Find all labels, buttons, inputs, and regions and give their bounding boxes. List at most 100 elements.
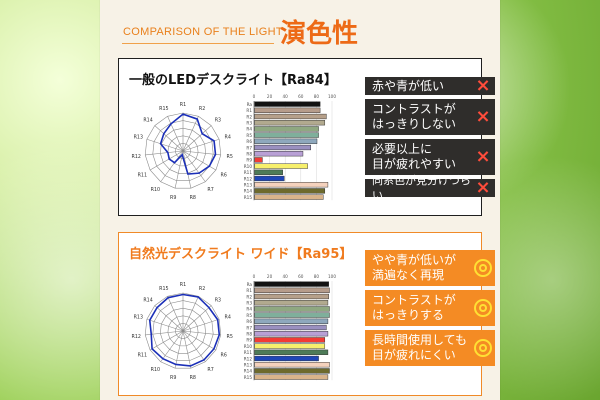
bar-category-label: R13 [244, 183, 253, 188]
bar-tick-label: 80 [314, 94, 320, 99]
bar [254, 368, 330, 374]
bar [254, 188, 326, 194]
bar [254, 300, 329, 306]
feature-text: 同系色が見分けづらい [372, 174, 471, 202]
radar-category-label: R8 [190, 195, 196, 201]
radar-grid-ring [175, 323, 191, 339]
radar-spoke [182, 330, 206, 362]
bar-category-label: R5 [246, 313, 252, 318]
radar-spoke [149, 150, 184, 171]
bar [254, 281, 329, 287]
radar-spoke [174, 150, 184, 189]
bar [254, 349, 329, 355]
feature-text: やや青が低いが 満遍なく再現 [372, 253, 457, 282]
page-title: 演色性 [280, 19, 359, 49]
card-title-standard: 一般のLEDデスクライト【Ra84】 [129, 73, 337, 88]
bar-category-label: R9 [246, 158, 252, 163]
radar-spoke [174, 330, 184, 369]
bar-tick-label: 40 [283, 274, 289, 279]
bar [254, 306, 330, 312]
bar-chart-natural: 0 20 40 60 80 100RaR1R2R3R4R5R6R7R8R9R10R11R1… [244, 274, 336, 381]
radar-category-label: R1 [180, 102, 186, 108]
bar-category-label: R2 [246, 114, 252, 119]
bar-category-label: R11 [244, 350, 253, 355]
radar-spoke [167, 116, 184, 152]
radar-series-line [148, 293, 221, 367]
x-mark-icon: × [475, 75, 491, 96]
radar-spoke [149, 330, 184, 351]
radar-spoke [160, 330, 184, 362]
feature-item-standard-2: コントラストが はっきりしない × [365, 99, 495, 135]
radar-spoke [182, 330, 192, 369]
radar-grid-ring [152, 300, 214, 362]
bar-category-label: Ra [247, 282, 253, 287]
radar-category-label: R15 [159, 106, 168, 112]
radar-grid-ring [152, 120, 214, 182]
radar-category-label: R1 [180, 282, 186, 288]
bar [254, 101, 321, 107]
radar-spoke [182, 296, 199, 332]
bar-category-label: R12 [244, 356, 253, 361]
bar [254, 362, 330, 368]
bar-category-label: R10 [244, 164, 253, 169]
circle-mark-icon [471, 339, 495, 357]
radar-spoke [145, 150, 184, 156]
radar-spoke [182, 330, 221, 336]
bar [254, 120, 326, 126]
bar [254, 144, 311, 151]
bar-category-label: R8 [246, 152, 252, 157]
radar-grid-ring [144, 112, 222, 189]
bar-category-label: R3 [246, 121, 252, 126]
feature-item-natural-1: やや青が低いが 満遍なく再現 [365, 250, 495, 286]
feature-list-standard: 赤や青が低い × コントラストが はっきりしない × 必要以上に 目が疲れやすい… [365, 75, 495, 202]
radar-spoke [167, 296, 184, 332]
bar-tick-label: 20 [267, 274, 273, 279]
bar [254, 324, 327, 331]
bar-category-label: R1 [246, 288, 252, 293]
bar-category-label: R13 [244, 363, 253, 368]
bar-category-label: R3 [246, 301, 252, 306]
feature-text: 赤や青が低い [372, 78, 445, 93]
radar-category-label: R11 [138, 173, 147, 179]
bar [254, 331, 329, 337]
bar [254, 157, 263, 163]
radar-category-label: R7 [207, 367, 213, 373]
bar-category-label: R14 [244, 369, 253, 374]
radar-spoke [146, 138, 184, 152]
bar [254, 126, 319, 132]
bar-tick-label: 20 [267, 94, 273, 99]
bar-tick-label: 40 [283, 94, 289, 99]
bar [254, 337, 326, 343]
radar-spoke [182, 150, 206, 182]
bar [254, 169, 283, 175]
radar-spoke [182, 150, 221, 156]
bar-tick-label: 80 [314, 274, 320, 279]
radar-category-label: R5 [227, 154, 233, 160]
radar-category-label: R12 [132, 334, 141, 340]
circle-mark-icon [471, 299, 495, 317]
bar [254, 182, 329, 188]
feature-item-natural-2: コントラストが はっきりする [365, 290, 495, 326]
bar-tick-label: 60 [298, 274, 304, 279]
radar-spoke [182, 330, 217, 351]
radar-grid-ring [160, 127, 206, 174]
x-mark-icon: × [475, 146, 491, 167]
bar [254, 355, 319, 362]
bar-category-label: R2 [246, 294, 252, 299]
bar-category-label: R15 [244, 195, 253, 200]
bar-category-label: R4 [246, 127, 252, 132]
radar-category-label: R5 [227, 334, 233, 340]
bar [254, 374, 329, 380]
bar [254, 312, 330, 318]
bar-category-label: Ra [247, 102, 253, 107]
radar-spoke [182, 150, 217, 171]
radar-category-label: R10 [151, 367, 160, 373]
bar-tick-label: 100 [328, 94, 336, 99]
bar-category-label: R7 [246, 145, 252, 150]
bar-category-label: R11 [244, 170, 253, 175]
card-title-natural: 自然光デスクライト ワイド【Ra95】 [129, 247, 353, 262]
bar-tick-label: 100 [328, 274, 336, 279]
bar-tick-label: 0 [253, 274, 256, 279]
radar-category-label: R14 [143, 118, 152, 124]
radar-grid-ring [167, 135, 199, 167]
